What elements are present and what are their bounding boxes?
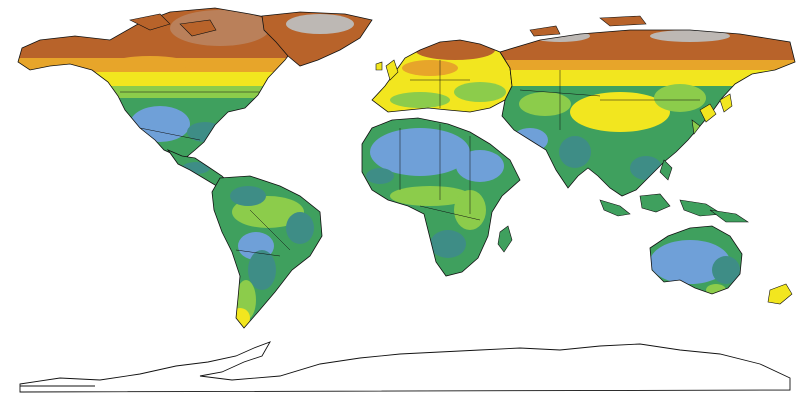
australia <box>649 225 743 295</box>
small-islands <box>375 59 793 305</box>
southeast-asia-islands <box>599 103 749 223</box>
arctic-islands <box>129 13 647 37</box>
country-borders <box>120 60 700 257</box>
south-america <box>211 175 323 329</box>
antarctica <box>19 341 791 393</box>
asia <box>499 29 796 197</box>
